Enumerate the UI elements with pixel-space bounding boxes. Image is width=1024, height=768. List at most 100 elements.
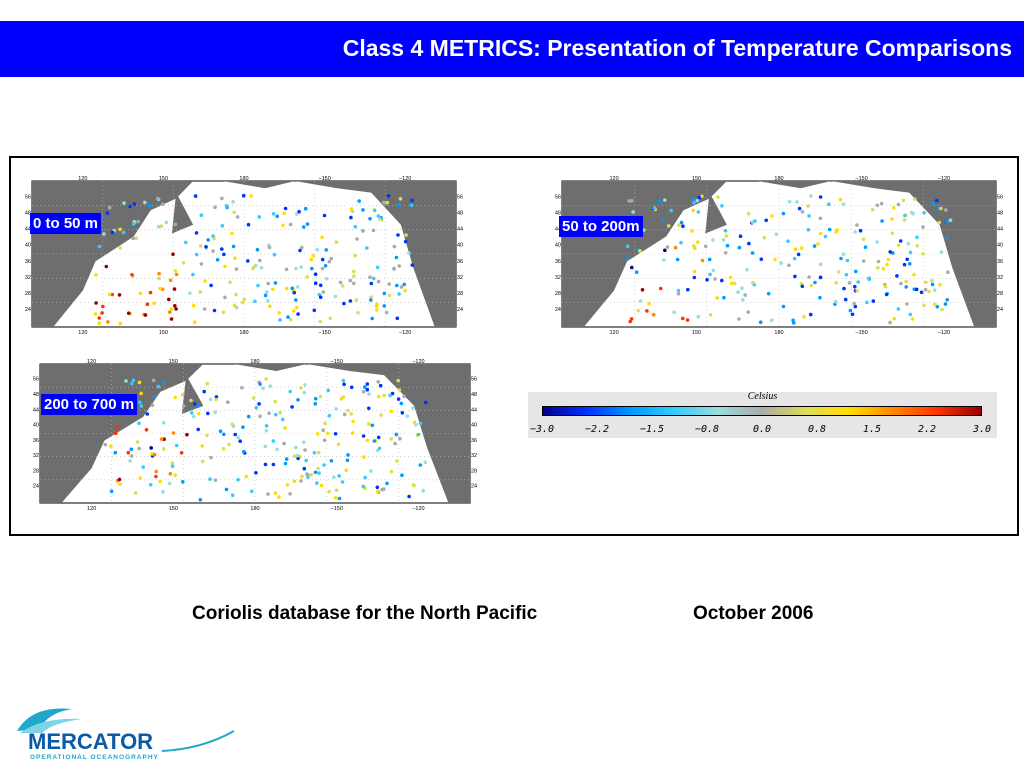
map-tick-label-right: 24	[471, 484, 477, 490]
map-tick-label-top: −150	[318, 176, 330, 182]
map-tick-label-right: 28	[457, 291, 463, 297]
mercator-logo: MERCATOR OPERATIONAL OCEANOGRAPHY	[12, 703, 242, 763]
map-tick-label-left: 48	[555, 211, 561, 217]
caption-date: October 2006	[693, 603, 814, 624]
map-tick-label-right: 44	[457, 227, 463, 233]
map-tick-label-top: −150	[331, 359, 343, 365]
logo-wordmark: MERCATOR	[28, 729, 153, 754]
wave-icon	[17, 708, 72, 731]
map-tick-label-bottom: 120	[87, 506, 96, 512]
map-tick-label-left: 32	[25, 275, 31, 281]
map-tick-label-bottom: 180	[774, 330, 783, 336]
colorbar-tick: −2.2	[584, 424, 610, 435]
map-tick-label-right: 36	[457, 259, 463, 265]
map-tick-label-bottom: 120	[78, 330, 87, 336]
map-tick-label-bottom: −150	[855, 330, 867, 336]
map-tick-label-right: 56	[997, 195, 1003, 201]
map-tick-label-right: 32	[997, 275, 1003, 281]
map-tick-label-top: 180	[250, 359, 259, 365]
depth-label-50-200: 50 to 200m	[559, 216, 643, 237]
page-title: Class 4 METRICS: Presentation of Tempera…	[342, 35, 1012, 61]
map-tick-label-top: 150	[169, 359, 178, 365]
map-tick-label-left: 28	[555, 291, 561, 297]
map-tick-label-left: 28	[25, 291, 31, 297]
map-tick-label-right: 40	[457, 243, 463, 249]
caption-source: Coriolis database for the North Pacific	[192, 603, 538, 624]
colorbar: Celsius −3.0 −2.2 −1.5 −0.8 0.0 0.8 1.5 2.2 3.0	[528, 391, 997, 438]
map-tick-label-top: 150	[692, 176, 701, 182]
map-tick-label-right: 28	[997, 291, 1003, 297]
map-tick-label-left: 40	[555, 243, 561, 249]
depth-label-0-50: 0 to 50 m	[30, 213, 102, 234]
map-tick-label-bottom: −120	[412, 506, 424, 512]
map-tick-label-left: 24	[33, 484, 39, 490]
map-tick-label-right: 36	[471, 438, 477, 444]
map-tick-label-top: 120	[87, 359, 96, 365]
map-tick-label-left: 48	[25, 211, 31, 217]
map-tick-label-left: 44	[33, 407, 39, 413]
map-tick-label-bottom: −150	[331, 506, 343, 512]
map-tick-label-right: 48	[471, 392, 477, 398]
map-tick-label-top: 180	[239, 176, 248, 182]
map-tick-label-right: 40	[471, 423, 477, 429]
map-tick-label-right: 44	[471, 407, 477, 413]
map-tick-label-left: 36	[25, 259, 31, 265]
map-tick-label-bottom: 180	[250, 506, 259, 512]
map-tick-label-bottom: −120	[938, 330, 950, 336]
map-tick-label-right: 32	[471, 453, 477, 459]
map-tick-label-right: 28	[471, 468, 477, 474]
map-tick-label-top: 180	[774, 176, 783, 182]
map-tick-label-right: 32	[457, 275, 463, 281]
logo-tagline: OPERATIONAL OCEANOGRAPHY	[30, 754, 159, 761]
map-tick-label-left: 40	[33, 423, 39, 429]
map-tick-label-top: 120	[609, 176, 618, 182]
colorbar-tick: 0.8	[807, 424, 827, 435]
map-tick-label-left: 56	[25, 195, 31, 201]
map-tick-label-right: 24	[997, 307, 1003, 313]
map-tick-label-top: −150	[855, 176, 867, 182]
map-tick-label-left: 40	[25, 243, 31, 249]
map-tick-label-left: 56	[555, 195, 561, 201]
map-tick-label-right: 36	[997, 259, 1003, 265]
map-tick-label-right: 44	[997, 227, 1003, 233]
map-tick-label-right: 56	[457, 195, 463, 201]
title-bar: Class 4 METRICS: Presentation of Tempera…	[0, 21, 1024, 77]
colorbar-title: Celsius	[747, 391, 778, 402]
colorbar-tick: 1.5	[862, 424, 882, 435]
map-tick-label-bottom: 150	[159, 330, 168, 336]
colorbar-tick: 3.0	[972, 424, 992, 435]
map-tick-label-left: 36	[33, 438, 39, 444]
map-tick-label-bottom: 120	[609, 330, 618, 336]
map-tick-label-left: 28	[33, 468, 39, 474]
map-tick-label-bottom: 150	[169, 506, 178, 512]
colorbar-tick: −1.5	[639, 424, 665, 435]
map-tick-label-right: 48	[997, 211, 1003, 217]
map-tick-label-right: 24	[457, 307, 463, 313]
colorbar-tick: 2.2	[917, 424, 937, 435]
colorbar-tick: −3.0	[529, 424, 555, 435]
map-tick-label-left: 36	[555, 259, 561, 265]
map-tick-label-left: 32	[33, 453, 39, 459]
map-tick-label-left: 24	[555, 307, 561, 313]
map-tick-label-left: 48	[33, 392, 39, 398]
map-tick-label-bottom: −120	[399, 330, 411, 336]
map-tick-label-left: 56	[33, 377, 39, 383]
colorbar-tick: 0.0	[752, 424, 772, 435]
colorbar-gradient	[542, 406, 982, 416]
map-tick-label-left: 44	[25, 227, 31, 233]
map-tick-label-bottom: 180	[239, 330, 248, 336]
map-0-50m: 120 150 180 −150 −120 120 150 180 −150 −120 56 56 48…	[24, 175, 464, 337]
map-tick-label-top: −120	[399, 176, 411, 182]
map-tick-label-top: −120	[412, 359, 424, 365]
map-200-700m: 120 150 180 −150 −120 120 150 180 −150 −120 56 56 48…	[32, 358, 478, 513]
figure-frame	[9, 156, 1019, 536]
map-tick-label-right: 56	[471, 377, 477, 383]
map-tick-label-left: 24	[25, 307, 31, 313]
map-tick-label-right: 40	[997, 243, 1003, 249]
map-tick-label-top: 120	[78, 176, 87, 182]
map-tick-label-top: −120	[938, 176, 950, 182]
depth-label-200-700: 200 to 700 m	[41, 394, 138, 415]
map-tick-label-bottom: −150	[318, 330, 330, 336]
map-tick-label-left: 32	[555, 275, 561, 281]
map-tick-label-bottom: 150	[692, 330, 701, 336]
